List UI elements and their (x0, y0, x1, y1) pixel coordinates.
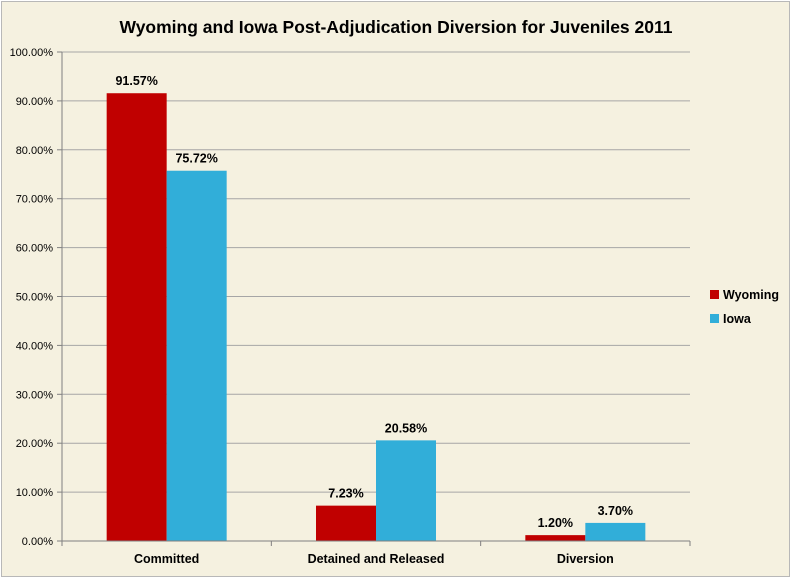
x-category-label: Detained and Released (308, 552, 445, 566)
x-category-label: Diversion (557, 552, 614, 566)
legend-label-wyoming: Wyoming (723, 288, 779, 302)
bar-iowa (376, 440, 436, 541)
y-tick-label: 20.00% (16, 438, 54, 450)
legend-swatch-wyoming (710, 290, 719, 299)
x-axis-category-labels: Committed Detained and Released Diversion (134, 541, 614, 566)
y-tick-label: 100.00% (10, 47, 54, 59)
y-tick-label: 50.00% (16, 292, 54, 304)
legend-label-iowa: Iowa (723, 312, 752, 326)
y-tick-label: 30.00% (16, 389, 54, 401)
x-category-label: Committed (134, 552, 199, 566)
data-label: 20.58% (385, 421, 427, 435)
data-label: 3.70% (598, 504, 633, 518)
data-label: 75.72% (175, 152, 217, 166)
data-label: 1.20% (538, 516, 573, 530)
y-tick-label: 10.00% (16, 487, 54, 499)
y-tick-label: 60.00% (16, 243, 54, 255)
axes (61, 52, 691, 546)
y-tick-label: 0.00% (22, 536, 53, 548)
y-tick-label: 90.00% (16, 96, 54, 108)
bars (106, 93, 646, 542)
bar-wyoming (316, 505, 376, 541)
y-tick-label: 70.00% (16, 194, 54, 206)
y-tick-label: 80.00% (16, 145, 54, 157)
data-label: 7.23% (328, 487, 363, 501)
legend: Wyoming Iowa (710, 288, 779, 326)
y-tick-label: 40.00% (16, 340, 54, 352)
y-axis-tick-labels: 0.00% 10.00% 20.00% 30.00% 40.00% 50.00% 60.00… (10, 47, 54, 548)
chart-title: Wyoming and Iowa Post-Adjudication Diver… (120, 17, 673, 37)
legend-swatch-iowa (710, 314, 719, 323)
bar-wyoming (525, 535, 586, 541)
bar-iowa (585, 522, 646, 541)
bar-wyoming (106, 93, 167, 541)
data-label: 91.57% (115, 74, 157, 88)
bar-iowa (166, 170, 227, 542)
data-labels: 91.57% 75.72% 7.23% 20.58% 1.20% 3.70% (115, 74, 633, 530)
